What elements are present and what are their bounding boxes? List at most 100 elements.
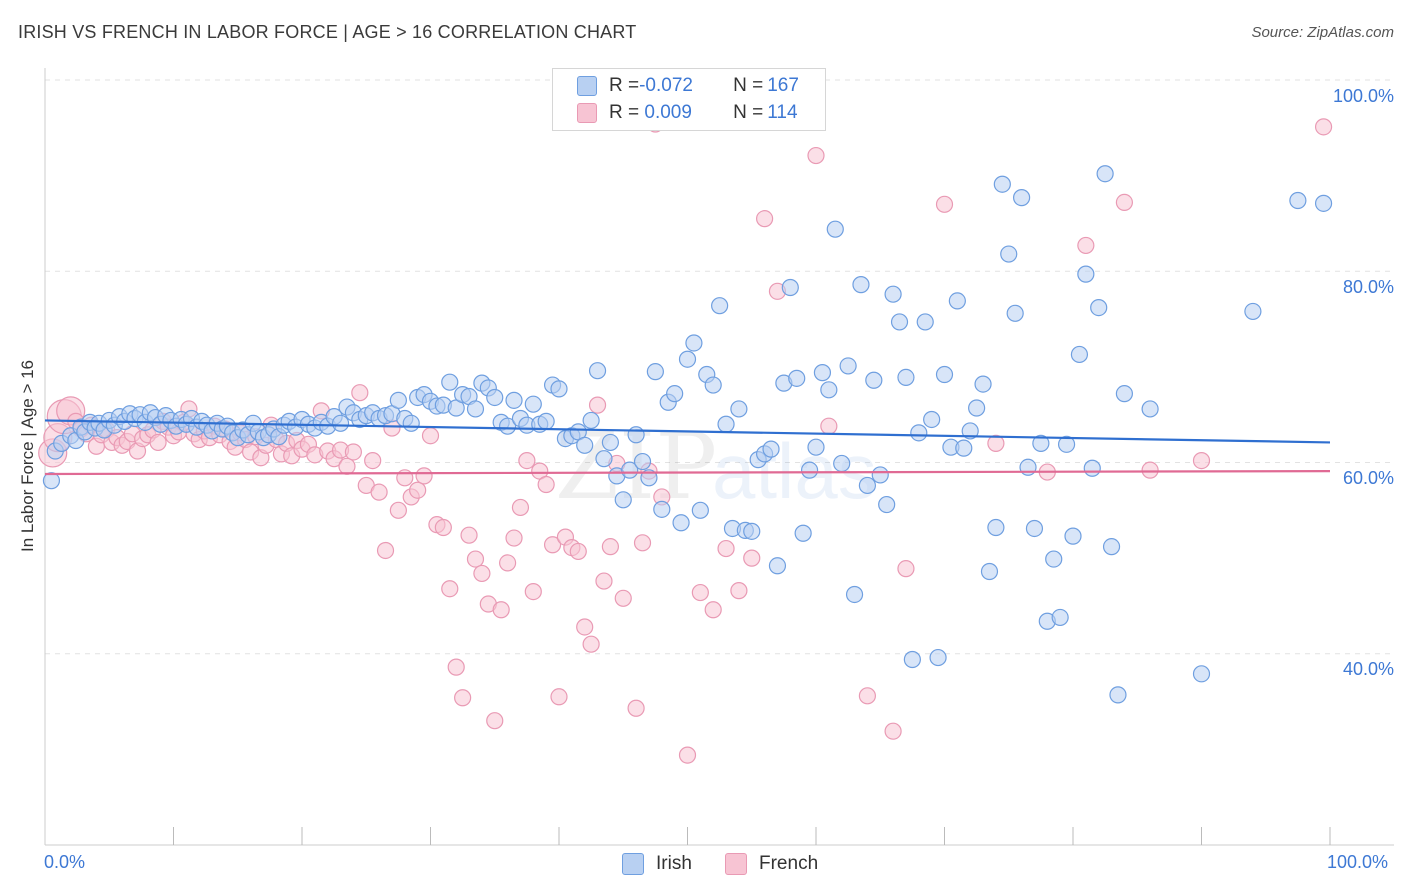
irish-point	[717, 415, 735, 433]
french-point	[389, 501, 407, 519]
irish-point	[916, 313, 934, 331]
irish-point	[1115, 385, 1134, 403]
french-point	[704, 601, 722, 619]
irish-point	[621, 461, 639, 479]
french-point	[1141, 461, 1159, 479]
irish-point	[781, 278, 799, 297]
french-point	[743, 549, 761, 567]
french-point	[550, 688, 568, 706]
french-point	[447, 658, 465, 676]
french-point	[441, 580, 459, 598]
x-tick-max: 100.0%	[1327, 852, 1389, 872]
irish-legend-swatch-icon	[622, 853, 644, 875]
irish-point	[653, 500, 671, 518]
irish-point	[955, 439, 973, 457]
grid-lines	[45, 79, 1394, 655]
svg-text:atlas: atlas	[712, 427, 877, 515]
irish-point	[794, 524, 812, 542]
french-point	[370, 483, 388, 501]
irish-point	[890, 313, 909, 331]
irish-point	[961, 422, 979, 440]
irish-point	[1012, 189, 1031, 207]
french-point	[595, 572, 613, 590]
french-point	[473, 564, 491, 583]
irish-point	[576, 436, 594, 454]
french-point	[807, 146, 825, 165]
irish-point	[711, 297, 729, 315]
french-point	[569, 542, 587, 561]
french-point	[149, 433, 167, 452]
irish-point	[466, 400, 485, 418]
french-point	[460, 526, 478, 544]
bottom-legend-irish: Irish	[622, 851, 692, 877]
french-n-value: 114	[767, 102, 798, 123]
irish-point	[1025, 519, 1044, 538]
french-swatch-icon	[577, 103, 597, 123]
irish-point	[993, 175, 1011, 193]
y-tick-40: 40.0%	[1342, 659, 1394, 679]
irish-point	[1244, 302, 1262, 321]
chart-source: Source: ZipAtlas.com	[1251, 24, 1394, 41]
french-point	[717, 539, 735, 558]
irish-point	[486, 388, 504, 407]
french-point	[466, 550, 485, 568]
irish-point	[903, 650, 921, 669]
irish-point	[910, 424, 928, 442]
irish-point	[987, 518, 1005, 537]
irish-point	[633, 452, 652, 471]
french-point	[730, 582, 748, 600]
irish-point	[935, 365, 954, 384]
french-point	[897, 560, 915, 578]
french-point	[1077, 236, 1095, 255]
irish-point	[1096, 165, 1114, 183]
irish-point	[762, 440, 780, 458]
french-point	[454, 689, 472, 707]
irish-point	[550, 380, 568, 398]
french-point	[486, 712, 504, 730]
french-trend-line	[44, 470, 1331, 476]
french-point	[858, 687, 877, 705]
french-point	[518, 451, 536, 470]
irish-point	[878, 495, 896, 514]
irish-r-value: -0.072	[639, 75, 693, 96]
irish-point	[588, 362, 607, 380]
irish-point	[871, 466, 889, 484]
irish-swatch-icon	[577, 76, 597, 96]
irish-point	[595, 450, 613, 468]
irish-point	[582, 411, 600, 430]
irish-point	[826, 220, 844, 238]
irish-point	[441, 373, 459, 391]
french-point	[627, 699, 645, 717]
french-legend-label: French	[759, 853, 819, 874]
bottom-legend-french: French	[725, 851, 818, 877]
irish-point	[524, 395, 542, 413]
irish-point	[743, 522, 761, 540]
irish-point	[685, 334, 703, 352]
french-point	[338, 457, 356, 475]
irish-legend-label: Irish	[656, 853, 692, 874]
legend-row-french: R = 0.009 N = 114	[577, 101, 798, 125]
irish-point	[820, 381, 838, 399]
irish-point	[1045, 550, 1063, 568]
french-point	[678, 746, 697, 764]
french-r-label: R =	[609, 102, 640, 123]
irish-point	[1000, 245, 1018, 263]
irish-point	[601, 433, 620, 452]
irish-point	[672, 514, 690, 532]
irish-point	[505, 391, 523, 409]
french-point	[511, 498, 530, 517]
french-point	[884, 722, 902, 740]
french-point	[935, 195, 954, 213]
french-point	[755, 210, 774, 228]
irish-point	[839, 357, 857, 375]
irish-trend-line	[44, 419, 1331, 444]
french-point	[376, 541, 395, 560]
french-point	[364, 451, 382, 470]
french-point	[614, 589, 632, 607]
irish-point	[897, 368, 915, 386]
french-point	[499, 554, 517, 572]
irish-point	[640, 469, 658, 487]
french-point	[601, 538, 620, 556]
french-point	[409, 481, 427, 499]
legend-row-irish: R = -0.072 N = 167	[577, 74, 799, 98]
